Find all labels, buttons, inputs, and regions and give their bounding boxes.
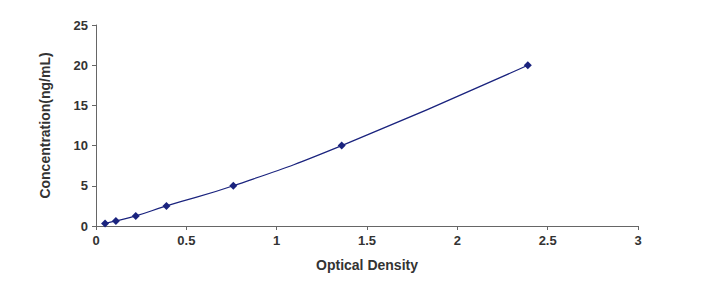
- svg-text:2: 2: [454, 233, 461, 248]
- svg-text:1.5: 1.5: [358, 233, 376, 248]
- svg-text:0: 0: [81, 219, 88, 234]
- svg-text:3: 3: [634, 233, 641, 248]
- svg-text:0: 0: [92, 233, 99, 248]
- svg-text:5: 5: [81, 178, 88, 193]
- svg-text:20: 20: [74, 58, 88, 73]
- svg-text:25: 25: [74, 18, 88, 33]
- svg-text:10: 10: [74, 138, 88, 153]
- svg-text:0.5: 0.5: [177, 233, 195, 248]
- svg-text:Concentration(ng/mL): Concentration(ng/mL): [37, 52, 53, 198]
- svg-text:2.5: 2.5: [539, 233, 557, 248]
- svg-text:1: 1: [273, 233, 280, 248]
- svg-text:15: 15: [74, 98, 88, 113]
- svg-text:Optical Density: Optical Density: [316, 257, 418, 273]
